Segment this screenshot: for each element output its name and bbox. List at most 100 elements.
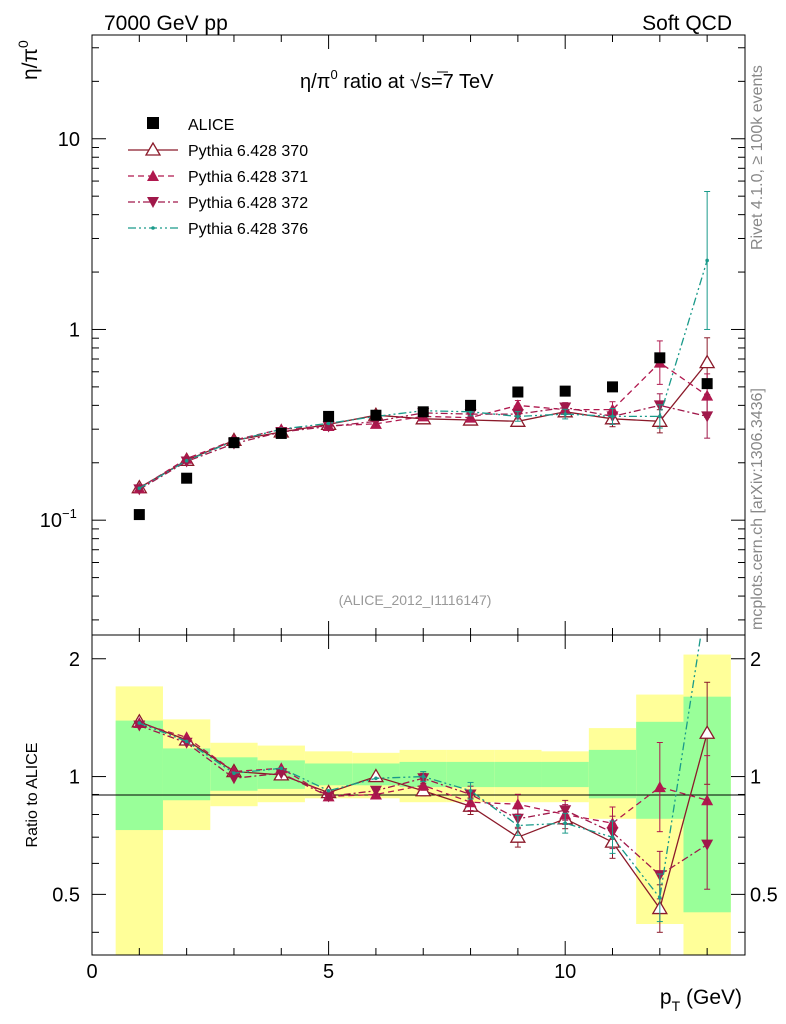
y-tick-label-exponent: −1 <box>62 506 77 521</box>
ratio-point <box>509 828 527 843</box>
ratio-point <box>653 781 666 793</box>
legend-marker-376 <box>151 226 155 230</box>
alice-data-point <box>465 399 477 411</box>
main-point <box>326 421 331 426</box>
y-tick-label-ratio-right: 2 <box>750 649 761 671</box>
chart-title: η/π0 ratio at √s=7 TeV <box>300 67 494 93</box>
main-point <box>322 421 335 433</box>
x-axis-label: pT (GeV) <box>660 986 742 1014</box>
band-green-9 <box>541 761 589 788</box>
header-right: Soft QCD <box>642 12 732 35</box>
y-tick-label-ratio-right: 0.5 <box>750 884 778 906</box>
header-left: 7000 GeV pp <box>104 12 228 35</box>
ratio-point <box>699 724 716 739</box>
legend-marker-372 <box>147 197 159 208</box>
ratio-point <box>610 835 615 839</box>
band-green-1 <box>162 748 211 801</box>
legend: ALICE Pythia 6.428 370 Pythia 6.428 371 … <box>128 117 308 238</box>
ratio-y-axis-label: Ratio to ALICE <box>24 743 41 848</box>
alice-data-point <box>512 386 524 398</box>
ratio-point <box>326 788 331 793</box>
ratio-point <box>511 798 524 810</box>
ratio-point <box>227 773 240 785</box>
y-tick-label-ratio: 0.5 <box>52 884 80 906</box>
alice-data-point <box>417 406 429 418</box>
side-label-rivet: Rivet 4.1.0, ≥ 100k events <box>749 65 766 250</box>
ratio-point <box>137 721 142 725</box>
ratio-point <box>658 896 662 900</box>
main-line <box>138 362 708 489</box>
alice-data-point <box>181 472 193 484</box>
ratio-point <box>374 776 378 781</box>
y-tick-label-main: 10 <box>40 510 62 532</box>
main-point <box>137 486 142 491</box>
ratio-point <box>516 823 520 828</box>
analysis-id: (ALICE_2012_I1116147) <box>339 592 492 608</box>
main-point <box>468 410 473 414</box>
alice-data-point <box>323 410 335 422</box>
alice-data-point <box>701 378 713 390</box>
ratio-point <box>468 788 473 793</box>
band-green-0 <box>115 720 163 831</box>
ratio-series-layer <box>131 635 716 933</box>
y-tick-label-ratio: 2 <box>69 649 80 671</box>
main-point <box>559 402 572 414</box>
main-point <box>699 354 716 369</box>
y-tick-label-ratio: 1 <box>69 767 80 789</box>
alice-data-point <box>275 427 287 439</box>
alice-data-point <box>654 352 666 364</box>
main-y-axis-label: η/π0 <box>15 40 42 80</box>
ratio-panel-bands <box>115 654 731 955</box>
alice-data-point <box>559 385 571 397</box>
ratio-point <box>275 768 288 780</box>
ratio-point <box>133 720 146 732</box>
ratio-point <box>232 771 236 776</box>
y-tick-label-main: 10 <box>58 129 80 151</box>
ratio-point <box>559 805 572 817</box>
y-tick-label-ratio-right: 1 <box>750 767 761 789</box>
ratio-point <box>369 785 382 797</box>
legend-label-372: Pythia 6.428 372 <box>188 195 308 212</box>
alice-data-point <box>370 409 382 421</box>
main-line <box>138 260 708 489</box>
main-point <box>516 414 520 419</box>
legend-label-alice: ALICE <box>188 117 234 134</box>
alice-data-point <box>228 437 240 449</box>
ratio-point <box>701 839 714 851</box>
ratio-point <box>417 779 430 791</box>
main-point <box>563 412 567 416</box>
legend-label-371: Pythia 6.428 371 <box>188 169 308 186</box>
main-line <box>138 361 708 489</box>
ratio-point <box>279 766 284 771</box>
x-tick-label: 0 <box>86 961 97 983</box>
x-tick-label: 10 <box>554 961 576 983</box>
main-point <box>658 414 662 419</box>
legend-label-370: Pythia 6.428 370 <box>188 143 308 160</box>
main-point <box>701 411 714 423</box>
main-point <box>184 458 189 463</box>
band-green-8 <box>494 761 542 788</box>
side-label-mcplots: mcplots.cern.ch [arXiv:1306.3436] <box>749 388 766 630</box>
legend-label-376: Pythia 6.428 376 <box>188 221 308 238</box>
main-point <box>705 258 709 263</box>
ratio-axes: 0 5 10 0.5 0.5 1 1 2 2 <box>52 635 778 983</box>
band-green-10 <box>588 749 637 799</box>
main-point <box>511 399 524 411</box>
ratio-point <box>421 774 426 779</box>
ratio-series-pythia-6-428-376 <box>137 635 702 923</box>
ratio-point <box>184 739 189 744</box>
alice-data-point <box>607 381 619 393</box>
legend-marker-371 <box>147 170 159 181</box>
main-point <box>610 414 615 419</box>
y-tick-label-main: 1 <box>69 319 80 341</box>
main-series-layer <box>131 190 716 521</box>
x-tick-label: 5 <box>323 961 334 983</box>
legend-marker-alice <box>147 117 159 129</box>
ratio-point <box>563 821 567 826</box>
band-green-4 <box>304 763 353 786</box>
ratio-panel-frame <box>91 634 746 956</box>
ratio-point <box>322 791 335 803</box>
legend-marker-370 <box>144 141 162 156</box>
